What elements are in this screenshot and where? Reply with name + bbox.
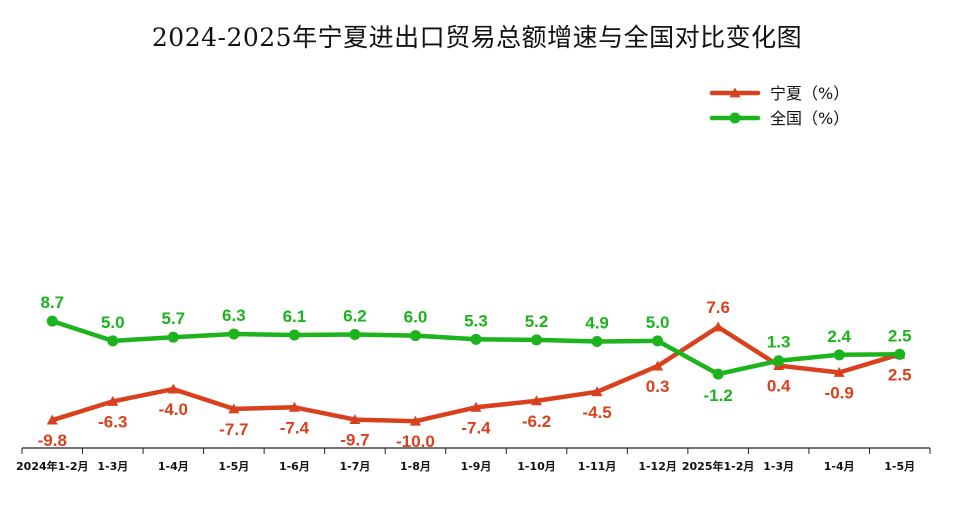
- data-point-marker: [349, 414, 361, 425]
- x-tick-label: 1-11月: [578, 460, 617, 473]
- data-label: -7.4: [461, 418, 491, 437]
- x-tick-label: 1-9月: [461, 460, 492, 473]
- x-tick-label: 1-5月: [884, 460, 915, 473]
- data-point-marker: [107, 395, 119, 406]
- data-label: -7.4: [280, 418, 310, 437]
- data-label: 6.2: [343, 306, 367, 325]
- data-label: 2.5: [888, 365, 912, 384]
- data-point-marker: [833, 349, 845, 361]
- x-tick-label: 1-3月: [763, 460, 794, 473]
- data-label: 5.3: [464, 311, 488, 330]
- data-label: 0.4: [767, 377, 791, 396]
- data-label: 5.0: [101, 313, 125, 332]
- data-point-marker: [228, 403, 240, 414]
- data-label: 5.7: [162, 309, 186, 328]
- x-tick-label: 1-6月: [279, 460, 310, 473]
- data-label: -10.0: [396, 432, 435, 451]
- data-label: 2.5: [888, 326, 912, 345]
- data-point-marker: [167, 383, 179, 394]
- legend-label: 全国（%）: [770, 109, 849, 128]
- data-label: 2.4: [827, 327, 851, 346]
- x-tick-label: 1-3月: [97, 460, 128, 473]
- data-label: -9.7: [340, 431, 369, 450]
- data-point-marker: [349, 328, 361, 340]
- data-label: 5.2: [525, 312, 549, 331]
- data-label: 6.0: [404, 308, 428, 327]
- x-tick-label: 2024年1-2月: [16, 459, 89, 473]
- data-point-marker: [652, 335, 664, 347]
- data-point-marker: [167, 331, 179, 343]
- chart-title: 2024-2025年宁夏进出口贸易总额增速与全国对比变化图: [151, 23, 803, 52]
- data-label: 6.3: [222, 306, 246, 325]
- data-label: -9.8: [38, 431, 67, 450]
- x-tick-label: 1-7月: [339, 460, 370, 473]
- data-point-marker: [773, 355, 785, 367]
- legend-marker: [729, 87, 741, 98]
- x-tick-label: 1-10月: [517, 460, 556, 473]
- data-label: 7.6: [706, 298, 730, 317]
- data-label: -1.2: [703, 386, 732, 405]
- data-point-marker: [712, 368, 724, 380]
- data-label: -6.3: [98, 412, 127, 431]
- data-label: -7.7: [219, 420, 248, 439]
- data-point-marker: [591, 335, 603, 347]
- data-label: 8.7: [40, 293, 64, 312]
- data-point-marker: [228, 328, 240, 340]
- data-point-marker: [288, 401, 300, 412]
- legend-label: 宁夏（%）: [770, 84, 849, 103]
- data-point-marker: [46, 315, 58, 327]
- x-tick-label: 2025年1-2月: [682, 459, 755, 473]
- data-label: 1.3: [767, 333, 791, 352]
- data-label: 0.3: [646, 377, 670, 396]
- legend-marker: [729, 112, 741, 124]
- data-point-marker: [894, 348, 906, 360]
- data-point-marker: [470, 401, 482, 412]
- x-tick-label: 1-4月: [158, 460, 189, 473]
- data-label: -4.0: [159, 400, 188, 419]
- data-point-marker: [531, 334, 543, 346]
- data-point-marker: [652, 360, 664, 371]
- data-label: -0.9: [825, 384, 854, 403]
- data-point-marker: [531, 395, 543, 406]
- data-label: -4.5: [582, 403, 611, 422]
- data-label: 5.0: [646, 313, 670, 332]
- data-point-marker: [409, 415, 421, 426]
- data-point-marker: [409, 330, 421, 342]
- data-label: 4.9: [585, 313, 609, 332]
- x-tick-label: 1-5月: [218, 460, 249, 473]
- x-tick-label: 1-12月: [638, 460, 677, 473]
- x-tick-label: 1-4月: [824, 460, 855, 473]
- data-point-marker: [591, 386, 603, 397]
- data-point-marker: [833, 367, 845, 377]
- data-point-marker: [107, 335, 119, 347]
- data-point-marker: [712, 321, 724, 332]
- data-point-marker: [46, 414, 58, 425]
- data-point-marker: [470, 333, 482, 345]
- data-label: -6.2: [522, 412, 551, 431]
- data-label: 6.1: [283, 307, 307, 326]
- x-tick-label: 1-8月: [400, 460, 431, 473]
- data-point-marker: [288, 329, 300, 341]
